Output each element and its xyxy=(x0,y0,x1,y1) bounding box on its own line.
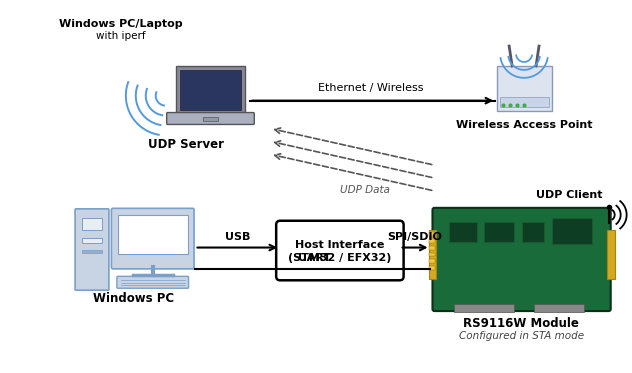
FancyBboxPatch shape xyxy=(449,222,477,242)
Text: USB: USB xyxy=(224,232,250,242)
FancyBboxPatch shape xyxy=(430,260,435,263)
FancyBboxPatch shape xyxy=(118,215,188,254)
FancyBboxPatch shape xyxy=(534,304,584,312)
FancyBboxPatch shape xyxy=(167,113,254,125)
Text: with iperf: with iperf xyxy=(96,31,145,41)
Text: UDP Client: UDP Client xyxy=(536,190,602,200)
FancyBboxPatch shape xyxy=(82,218,102,230)
FancyBboxPatch shape xyxy=(428,230,437,279)
FancyBboxPatch shape xyxy=(432,208,611,311)
FancyBboxPatch shape xyxy=(607,230,615,279)
FancyBboxPatch shape xyxy=(454,304,514,312)
FancyBboxPatch shape xyxy=(430,239,435,242)
FancyBboxPatch shape xyxy=(111,209,194,269)
Text: Ethernet / Wireless: Ethernet / Wireless xyxy=(318,83,423,93)
FancyBboxPatch shape xyxy=(75,209,109,290)
FancyBboxPatch shape xyxy=(176,66,245,113)
Text: UDP Server: UDP Server xyxy=(148,138,224,151)
Text: (STM32 / EFX32): (STM32 / EFX32) xyxy=(288,254,392,263)
FancyBboxPatch shape xyxy=(552,218,592,244)
Text: Windows PC: Windows PC xyxy=(94,292,174,305)
FancyBboxPatch shape xyxy=(276,221,404,280)
FancyBboxPatch shape xyxy=(430,232,435,236)
Text: UDP Data: UDP Data xyxy=(340,185,390,195)
FancyBboxPatch shape xyxy=(202,116,219,122)
Text: RS9116W Module: RS9116W Module xyxy=(463,317,579,330)
FancyBboxPatch shape xyxy=(82,250,102,253)
FancyBboxPatch shape xyxy=(500,97,549,107)
FancyBboxPatch shape xyxy=(430,253,435,257)
FancyBboxPatch shape xyxy=(484,222,514,242)
Text: UART: UART xyxy=(298,253,331,263)
FancyBboxPatch shape xyxy=(82,238,102,242)
FancyBboxPatch shape xyxy=(497,66,552,110)
FancyBboxPatch shape xyxy=(179,70,241,110)
FancyBboxPatch shape xyxy=(117,276,188,288)
Text: SPI/SDIO: SPI/SDIO xyxy=(387,232,442,242)
Text: Wireless Access Point: Wireless Access Point xyxy=(456,120,592,131)
Text: Windows PC/Laptop: Windows PC/Laptop xyxy=(59,19,183,29)
Text: Configured in STA mode: Configured in STA mode xyxy=(459,331,584,341)
FancyBboxPatch shape xyxy=(522,222,544,242)
Text: Host Interface: Host Interface xyxy=(295,239,385,250)
FancyBboxPatch shape xyxy=(430,245,435,250)
FancyBboxPatch shape xyxy=(430,266,435,270)
